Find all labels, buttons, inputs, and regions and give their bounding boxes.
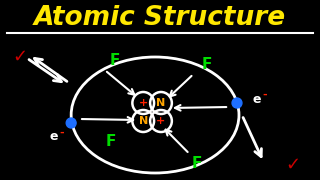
Text: N: N	[156, 98, 166, 108]
Text: F: F	[201, 57, 212, 71]
Text: F: F	[191, 156, 202, 172]
Text: F: F	[106, 134, 116, 150]
Text: -: -	[262, 90, 267, 100]
Text: N: N	[139, 116, 148, 126]
Circle shape	[232, 98, 242, 108]
Text: +: +	[156, 116, 166, 126]
Text: F: F	[109, 53, 120, 68]
Text: ✓: ✓	[12, 48, 28, 66]
Text: +: +	[139, 98, 148, 108]
Text: e: e	[252, 93, 261, 105]
Text: -: -	[59, 128, 64, 138]
Text: Atomic Structure: Atomic Structure	[34, 5, 286, 31]
Circle shape	[66, 118, 76, 128]
Text: ✓: ✓	[286, 156, 301, 174]
Text: e: e	[49, 130, 58, 143]
